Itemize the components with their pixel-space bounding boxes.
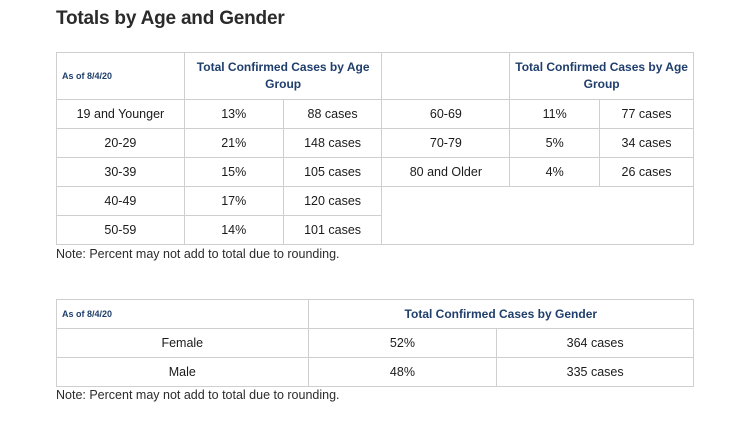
gender-header: Total Confirmed Cases by Gender [307,299,695,329]
age-percent: 17% [183,186,284,216]
age-group: 50-59 [56,215,185,245]
table-row: 50-59 14% 101 cases [56,215,694,245]
table-row: Female 52% 364 cases [56,328,694,358]
age-group: 40-49 [56,186,185,216]
table-row: 20-29 21% 148 cases 70-79 5% 34 cases [56,128,694,158]
age-percent: 21% [183,128,284,158]
table-row: Male 48% 335 cases [56,357,694,387]
age-cases: 120 cases [282,186,383,216]
age-percent: 4% [509,157,601,187]
age-empty-cell [381,186,694,245]
gender-percent: 48% [307,357,498,387]
age-cases: 148 cases [282,128,383,158]
gender-cases: 335 cases [496,357,694,387]
age-percent: 5% [509,128,601,158]
age-table-header-row: As of 8/4/20 Total Confirmed Cases by Ag… [56,52,694,100]
gender-as-of-date: As of 8/4/20 [56,299,309,329]
age-group: 19 and Younger [56,99,185,129]
age-cases: 101 cases [282,215,383,245]
age-percent: 13% [183,99,284,129]
age-group: 30-39 [56,157,185,187]
gender-label: Male [56,357,309,387]
age-header-spacer [381,52,511,100]
age-note: Note: Percent may not add to total due t… [56,247,340,261]
gender-cases: 364 cases [496,328,694,358]
age-group: 80 and Older [381,157,511,187]
age-header-right: Total Confirmed Cases by Age Group [509,52,694,100]
age-group: 20-29 [56,128,185,158]
age-header-left: Total Confirmed Cases by Age Group [183,52,383,100]
age-cases: 34 cases [599,128,694,158]
gender-note: Note: Percent may not add to total due t… [56,388,340,402]
page-title: Totals by Age and Gender [56,8,285,29]
age-percent: 14% [183,215,284,245]
age-as-of-date: As of 8/4/20 [56,52,185,100]
age-cases: 105 cases [282,157,383,187]
age-cases: 88 cases [282,99,383,129]
table-row: 40-49 17% 120 cases [56,186,694,245]
age-percent: 15% [183,157,284,187]
age-percent: 11% [509,99,601,129]
table-row: 19 and Younger 13% 88 cases 60-69 11% 77… [56,99,694,129]
gender-table-header-row: As of 8/4/20 Total Confirmed Cases by Ge… [56,299,695,329]
age-table: As of 8/4/20 Total Confirmed Cases by Ag… [56,52,694,245]
age-group: 60-69 [381,99,511,129]
gender-table: As of 8/4/20 Total Confirmed Cases by Ge… [56,299,695,387]
gender-percent: 52% [307,328,498,358]
gender-label: Female [56,328,309,358]
age-cases: 77 cases [599,99,694,129]
age-cases: 26 cases [599,157,694,187]
age-group: 70-79 [381,128,511,158]
table-row: 30-39 15% 105 cases 80 and Older 4% 26 c… [56,157,694,187]
